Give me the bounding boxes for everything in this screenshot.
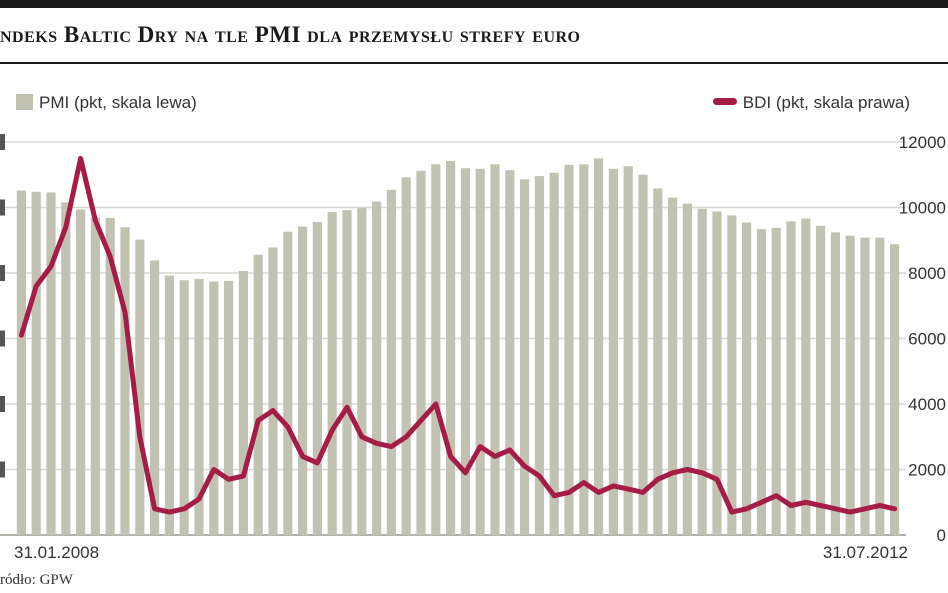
source-note: ródło: GPW: [0, 572, 73, 588]
y-right-tick-label: 6000: [908, 330, 946, 349]
y-left-tick-stub: [0, 396, 5, 412]
y-right-tick-label: 12000: [899, 133, 946, 152]
pmi-bar: [298, 226, 308, 535]
pmi-bar: [668, 197, 678, 536]
pmi-bar: [801, 218, 811, 535]
x-start-label: 31.01.2008: [14, 543, 100, 562]
y-right-tick-label: 10000: [899, 199, 946, 218]
pmi-bar: [76, 209, 86, 535]
pmi-bar: [164, 275, 174, 535]
pmi-bar: [505, 170, 515, 536]
pmi-bar: [238, 271, 248, 535]
pmi-bar: [105, 217, 115, 536]
pmi-bar: [416, 170, 426, 535]
pmi-bar: [135, 239, 145, 535]
pmi-bar: [594, 158, 604, 535]
pmi-bar: [860, 237, 870, 535]
pmi-bar: [549, 172, 559, 535]
title-rule: [0, 62, 948, 64]
pmi-bar: [682, 203, 692, 535]
legend-bdi-swatch: [712, 98, 737, 105]
pmi-bar: [490, 164, 500, 535]
pmi-bar: [446, 160, 456, 535]
pmi-bar: [816, 225, 826, 535]
pmi-bar: [756, 229, 766, 536]
pmi-bar: [653, 188, 663, 535]
legend-pmi-label: PMI (pkt, skala lewa): [39, 93, 197, 112]
pmi-bar: [786, 221, 796, 535]
pmi-bar: [61, 202, 71, 535]
pmi-bar: [830, 232, 840, 535]
pmi-bar: [386, 189, 396, 535]
pmi-bar: [16, 190, 26, 535]
pmi-bar: [179, 280, 189, 535]
y-right-tick-label: 2000: [908, 461, 946, 480]
legend-bdi-label: BDI (pkt, skala prawa): [742, 93, 910, 112]
pmi-bar: [564, 164, 574, 536]
pmi-bar: [253, 254, 263, 535]
top-rule: [0, 0, 948, 8]
y-left-tick-stub: [0, 199, 5, 216]
pmi-bar: [31, 191, 41, 535]
pmi-bar: [194, 278, 204, 535]
pmi-bar: [283, 231, 293, 536]
y-left-tick-stub: [0, 330, 5, 347]
pmi-bar: [460, 168, 470, 535]
pmi-bar: [312, 221, 322, 535]
pmi-bar: [268, 247, 278, 535]
pmi-bar: [327, 212, 337, 535]
pmi-bar: [209, 281, 219, 535]
pmi-bar: [845, 235, 855, 536]
pmi-bar: [623, 166, 633, 536]
pmi-bar: [224, 280, 234, 535]
pmi-bar: [697, 208, 707, 535]
pmi-bar: [579, 164, 589, 535]
x-end-label: 31.07.2012: [822, 543, 908, 562]
pmi-bar: [608, 168, 618, 536]
pmi-bar: [534, 176, 544, 535]
y-left-tick-stub: [0, 134, 5, 150]
pmi-bar: [90, 217, 100, 535]
pmi-bar: [875, 237, 885, 535]
y-right-tick-label: 4000: [908, 395, 946, 414]
chart-title: ndeks Baltic Dry na tle PMI dla przemysł…: [0, 22, 581, 47]
legend-pmi: PMI (pkt, skala lewa): [16, 93, 197, 113]
y-left-tick-stub: [0, 265, 5, 281]
legend-bdi: BDI (pkt, skala prawa): [712, 93, 910, 113]
pmi-bar: [475, 168, 485, 536]
pmi-bar: [638, 174, 648, 535]
pmi-bar: [520, 179, 530, 535]
y-left-tick-stub: [0, 461, 5, 478]
pmi-bar: [771, 227, 781, 535]
pmi-bar: [120, 227, 130, 535]
pmi-bar: [431, 164, 441, 535]
legend-pmi-swatch: [16, 94, 33, 110]
pmi-bar: [712, 211, 722, 535]
y-right-tick-label: 8000: [908, 264, 946, 283]
pmi-bar: [46, 192, 56, 535]
pmi-bar: [357, 208, 367, 535]
pmi-bar: [401, 177, 411, 535]
pmi-bar: [727, 215, 737, 536]
bdi-line: [18, 155, 898, 515]
pmi-bar: [372, 201, 382, 536]
pmi-bar: [890, 244, 900, 535]
y-right-tick-label: 0: [937, 526, 946, 545]
pmi-bar: [150, 260, 160, 535]
pmi-bar: [742, 222, 752, 535]
pmi-bar: [342, 210, 352, 535]
